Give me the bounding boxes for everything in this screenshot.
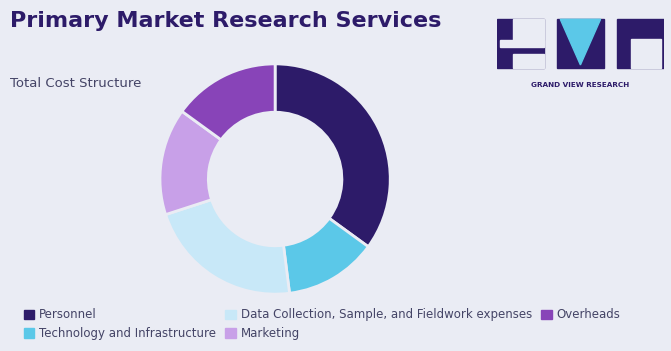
Wedge shape — [166, 200, 290, 294]
FancyBboxPatch shape — [513, 54, 544, 67]
FancyBboxPatch shape — [500, 40, 544, 47]
Polygon shape — [560, 19, 601, 65]
Wedge shape — [160, 111, 221, 214]
Text: Total Cost Structure: Total Cost Structure — [10, 77, 142, 90]
Wedge shape — [275, 64, 391, 247]
Wedge shape — [182, 64, 275, 140]
Text: Primary Market Research Services: Primary Market Research Services — [10, 11, 442, 31]
Text: GRAND VIEW RESEARCH: GRAND VIEW RESEARCH — [531, 82, 629, 88]
FancyBboxPatch shape — [617, 19, 664, 67]
Legend: Personnel, Technology and Infrastructure, Data Collection, Sample, and Fieldwork: Personnel, Technology and Infrastructure… — [19, 304, 625, 345]
FancyBboxPatch shape — [557, 19, 604, 67]
FancyBboxPatch shape — [631, 39, 661, 67]
FancyBboxPatch shape — [497, 19, 544, 67]
FancyBboxPatch shape — [513, 19, 544, 46]
Wedge shape — [283, 218, 368, 293]
